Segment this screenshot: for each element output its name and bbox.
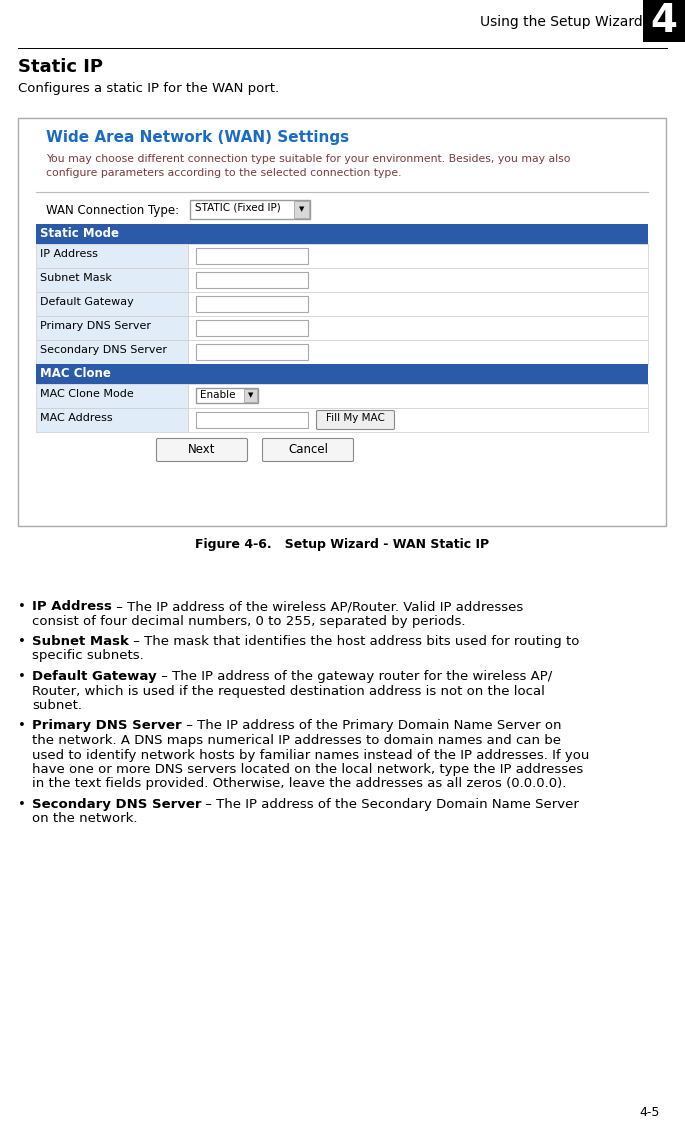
FancyBboxPatch shape xyxy=(196,344,308,360)
Text: Static IP: Static IP xyxy=(18,58,103,76)
Text: in the text fields provided. Otherwise, leave the addresses as all zeros (0.0.0.: in the text fields provided. Otherwise, … xyxy=(32,777,566,791)
FancyBboxPatch shape xyxy=(196,296,308,312)
Text: – The IP address of the Secondary Domain Name Server: – The IP address of the Secondary Domain… xyxy=(201,798,580,811)
Text: 4: 4 xyxy=(651,2,677,40)
Text: Subnet Mask: Subnet Mask xyxy=(32,634,129,648)
Text: ▼: ▼ xyxy=(299,207,305,212)
FancyBboxPatch shape xyxy=(294,201,309,218)
FancyBboxPatch shape xyxy=(196,320,308,336)
FancyBboxPatch shape xyxy=(643,0,685,42)
Text: Subnet Mask: Subnet Mask xyxy=(40,273,112,283)
FancyBboxPatch shape xyxy=(196,412,308,428)
Text: Default Gateway: Default Gateway xyxy=(32,670,157,683)
FancyBboxPatch shape xyxy=(18,118,666,526)
FancyBboxPatch shape xyxy=(316,411,395,429)
FancyBboxPatch shape xyxy=(188,268,648,292)
Text: Next: Next xyxy=(188,442,216,456)
Text: MAC Clone: MAC Clone xyxy=(40,367,111,380)
Text: specific subnets.: specific subnets. xyxy=(32,649,144,663)
Text: – The mask that identifies the host address bits used for routing to: – The mask that identifies the host addr… xyxy=(129,634,580,648)
FancyBboxPatch shape xyxy=(36,316,188,340)
Text: Figure 4-6.   Setup Wizard - WAN Static IP: Figure 4-6. Setup Wizard - WAN Static IP xyxy=(195,538,489,551)
FancyBboxPatch shape xyxy=(190,200,310,219)
Text: Primary DNS Server: Primary DNS Server xyxy=(32,720,182,732)
Text: used to identify network hosts by familiar names instead of the IP addresses. If: used to identify network hosts by famili… xyxy=(32,749,589,761)
FancyBboxPatch shape xyxy=(196,272,308,287)
FancyBboxPatch shape xyxy=(36,364,648,384)
Text: MAC Clone Mode: MAC Clone Mode xyxy=(40,389,134,399)
Text: •: • xyxy=(18,670,26,683)
Text: MAC Address: MAC Address xyxy=(40,413,112,423)
FancyBboxPatch shape xyxy=(156,438,247,462)
Text: 4-5: 4-5 xyxy=(640,1106,660,1119)
FancyBboxPatch shape xyxy=(36,384,188,408)
Text: Router, which is used if the requested destination address is not on the local: Router, which is used if the requested d… xyxy=(32,685,545,697)
Text: Secondary DNS Server: Secondary DNS Server xyxy=(32,798,201,811)
Text: Static Mode: Static Mode xyxy=(40,227,119,240)
Text: IP Address: IP Address xyxy=(32,600,112,613)
FancyBboxPatch shape xyxy=(36,268,188,292)
Text: Using the Setup Wizard: Using the Setup Wizard xyxy=(480,15,643,29)
Text: have one or more DNS servers located on the local network, type the IP addresses: have one or more DNS servers located on … xyxy=(32,763,583,776)
Text: Fill My MAC: Fill My MAC xyxy=(325,413,384,423)
FancyBboxPatch shape xyxy=(188,244,648,268)
FancyBboxPatch shape xyxy=(196,248,308,264)
Text: Primary DNS Server: Primary DNS Server xyxy=(40,321,151,331)
FancyBboxPatch shape xyxy=(188,292,648,316)
Text: ▼: ▼ xyxy=(248,393,253,399)
Text: WAN Connection Type:: WAN Connection Type: xyxy=(46,204,179,217)
Text: subnet.: subnet. xyxy=(32,699,82,712)
FancyBboxPatch shape xyxy=(188,316,648,340)
Text: You may choose different connection type suitable for your environment. Besides,: You may choose different connection type… xyxy=(46,154,571,164)
Text: – The IP address of the gateway router for the wireless AP/: – The IP address of the gateway router f… xyxy=(157,670,552,683)
Text: Wide Area Network (WAN) Settings: Wide Area Network (WAN) Settings xyxy=(46,130,349,145)
FancyBboxPatch shape xyxy=(188,340,648,364)
Text: the network. A DNS maps numerical IP addresses to domain names and can be: the network. A DNS maps numerical IP add… xyxy=(32,734,561,747)
Text: •: • xyxy=(18,798,26,811)
Text: on the network.: on the network. xyxy=(32,813,138,825)
FancyBboxPatch shape xyxy=(36,244,188,268)
Text: •: • xyxy=(18,600,26,613)
FancyBboxPatch shape xyxy=(244,389,257,402)
Text: consist of four decimal numbers, 0 to 255, separated by periods.: consist of four decimal numbers, 0 to 25… xyxy=(32,614,466,628)
Text: Default Gateway: Default Gateway xyxy=(40,296,134,307)
FancyBboxPatch shape xyxy=(188,408,648,432)
Text: configure parameters according to the selected connection type.: configure parameters according to the se… xyxy=(46,168,401,179)
FancyBboxPatch shape xyxy=(36,340,188,364)
Text: IP Address: IP Address xyxy=(40,249,98,259)
Text: Secondary DNS Server: Secondary DNS Server xyxy=(40,345,167,355)
FancyBboxPatch shape xyxy=(188,384,648,408)
Text: Enable: Enable xyxy=(200,390,236,400)
Text: •: • xyxy=(18,720,26,732)
Text: •: • xyxy=(18,634,26,648)
Text: – The IP address of the wireless AP/Router. Valid IP addresses: – The IP address of the wireless AP/Rout… xyxy=(112,600,523,613)
Text: Configures a static IP for the WAN port.: Configures a static IP for the WAN port. xyxy=(18,82,279,95)
FancyBboxPatch shape xyxy=(196,389,258,403)
FancyBboxPatch shape xyxy=(36,223,648,244)
Text: – The IP address of the Primary Domain Name Server on: – The IP address of the Primary Domain N… xyxy=(182,720,561,732)
FancyBboxPatch shape xyxy=(262,438,353,462)
FancyBboxPatch shape xyxy=(36,408,188,432)
Text: STATIC (Fixed IP): STATIC (Fixed IP) xyxy=(195,203,281,213)
Text: Cancel: Cancel xyxy=(288,442,328,456)
FancyBboxPatch shape xyxy=(36,292,188,316)
